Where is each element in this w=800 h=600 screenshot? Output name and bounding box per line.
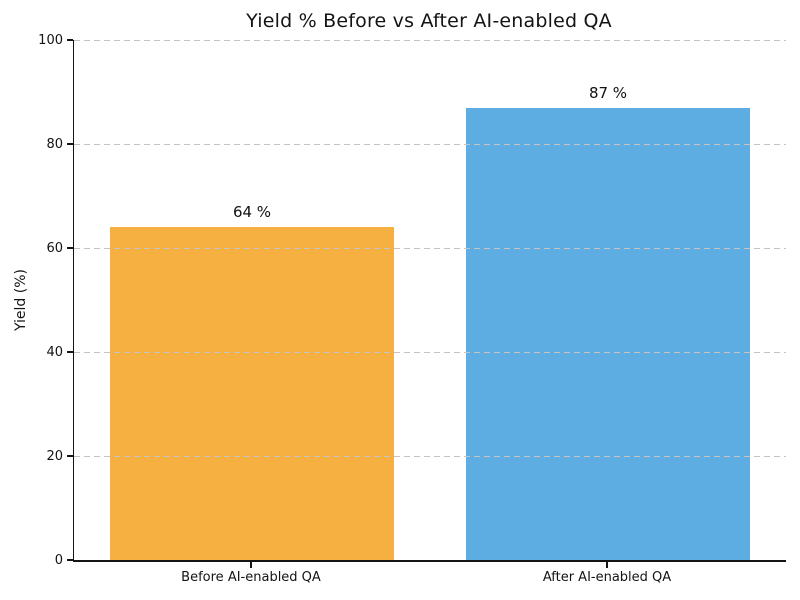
x-tick-mark <box>250 562 252 568</box>
y-axis-label: Yield (%) <box>13 268 29 332</box>
y-tick-label: 60 <box>46 240 63 256</box>
chart-title: Yield % Before vs After AI-enabled QA <box>246 10 612 32</box>
y-tick-mark <box>67 455 73 457</box>
y-tick-mark <box>67 39 73 41</box>
y-tick-mark <box>67 559 73 561</box>
y-tick-label: 40 <box>46 344 63 360</box>
y-tick-mark <box>67 247 73 249</box>
gridline <box>74 39 786 41</box>
gridline <box>74 351 786 353</box>
y-tick-label: 20 <box>46 448 63 464</box>
y-tick-mark <box>67 351 73 353</box>
y-tick-label: 0 <box>54 552 63 568</box>
y-tick-label: 100 <box>38 32 63 48</box>
bar-after <box>465 107 751 560</box>
y-tick-label: 80 <box>46 136 63 152</box>
gridline <box>74 143 786 145</box>
bar-value-label: 87 % <box>588 83 628 102</box>
gridline <box>74 455 786 457</box>
y-tick-mark <box>67 143 73 145</box>
plot-area: 64 % 87 % <box>73 39 786 562</box>
gridline <box>74 247 786 249</box>
bar-before <box>109 227 395 560</box>
x-tick-mark <box>606 562 608 568</box>
x-tick-label: After AI-enabled QA <box>542 570 672 585</box>
x-tick-label: Before AI-enabled QA <box>181 570 321 585</box>
bar-value-label: 64 % <box>232 203 272 222</box>
